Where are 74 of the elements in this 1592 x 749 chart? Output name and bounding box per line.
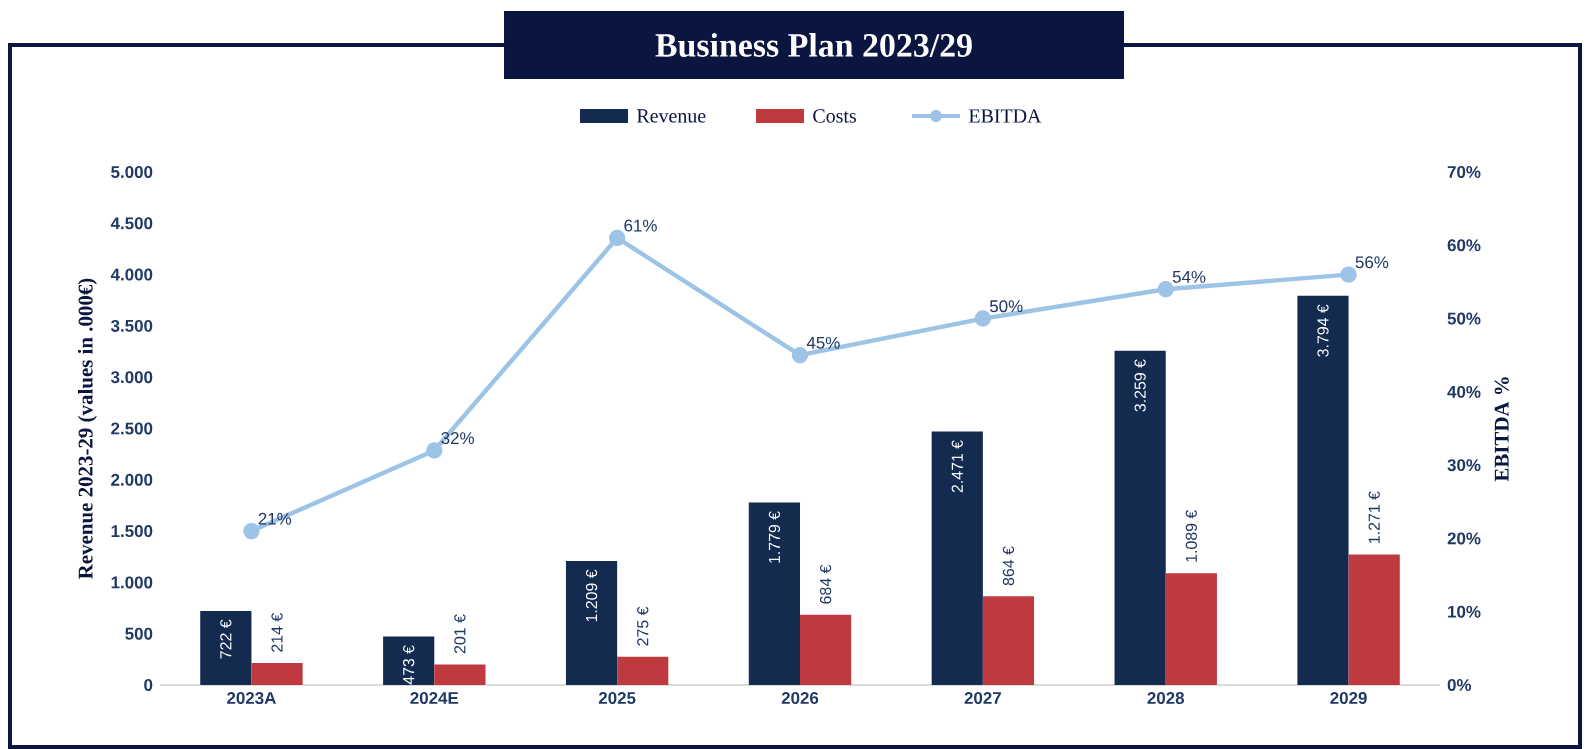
bar bbox=[1297, 295, 1349, 685]
y-tick-label: 5.000 bbox=[111, 166, 153, 178]
data-label: 1.209 € bbox=[585, 569, 598, 622]
x-tick-label: 2025 bbox=[598, 692, 636, 705]
x-tick-label: 2023A bbox=[227, 692, 276, 705]
point bbox=[426, 442, 443, 459]
data-label: 56% bbox=[1355, 256, 1389, 269]
data-label: 61% bbox=[624, 219, 657, 232]
y-tick-label: 1.500 bbox=[111, 525, 153, 538]
point bbox=[243, 522, 260, 540]
y2-tick-label: 50% bbox=[1447, 312, 1481, 325]
y-tick-label: 0 bbox=[144, 679, 153, 691]
y-axis-title: Revenue 2023-29 (values in .000€) bbox=[77, 278, 97, 579]
bar bbox=[800, 614, 852, 685]
chart-title: Business Plan 2023/29 bbox=[655, 33, 972, 57]
data-label: 50% bbox=[989, 300, 1023, 313]
bar bbox=[931, 431, 983, 685]
data-label: 45% bbox=[806, 336, 840, 349]
bar bbox=[200, 610, 252, 685]
data-label: 1.089 € bbox=[1185, 509, 1197, 562]
data-label: 1.271 € bbox=[1368, 491, 1380, 543]
data-label: 3.794 € bbox=[1317, 304, 1329, 357]
legend-label: Costs bbox=[813, 109, 856, 123]
point bbox=[791, 347, 809, 364]
data-label: 2.471 € bbox=[951, 440, 963, 493]
data-label: 1.779 € bbox=[768, 511, 781, 563]
bar bbox=[434, 664, 486, 685]
y-tick-label: 500 bbox=[125, 627, 153, 640]
data-label: 864 € bbox=[1002, 546, 1015, 586]
y2-tick-label: 0% bbox=[1447, 679, 1472, 691]
bar bbox=[565, 560, 618, 685]
y2-axis-title: EBITDA % bbox=[1494, 377, 1509, 482]
data-label: 684 € bbox=[819, 564, 832, 604]
bar bbox=[251, 663, 303, 685]
legend-label: Revenue bbox=[636, 109, 706, 123]
data-label: 201 € bbox=[454, 614, 466, 654]
point bbox=[1340, 266, 1357, 283]
y2-tick-label: 40% bbox=[1447, 385, 1481, 398]
x-tick-label: 2024E bbox=[410, 692, 459, 705]
data-label: 722 € bbox=[220, 619, 232, 659]
data-label: 32% bbox=[441, 432, 474, 445]
bar bbox=[748, 502, 801, 685]
y2-tick-label: 70% bbox=[1447, 166, 1481, 178]
data-label: 473 € bbox=[403, 645, 415, 685]
y-tick-label: 4.000 bbox=[110, 268, 153, 281]
y-tick-label: 4.500 bbox=[110, 217, 153, 230]
y-tick-label: 3.500 bbox=[110, 319, 153, 332]
y2-tick-label: 30% bbox=[1447, 459, 1481, 472]
legend-label: EBITDA bbox=[968, 109, 1042, 123]
data-label: 54% bbox=[1172, 270, 1206, 283]
data-label: 275 € bbox=[637, 606, 649, 646]
y2-tick-label: 20% bbox=[1447, 532, 1481, 545]
data-label: 3.259 € bbox=[1134, 359, 1146, 412]
point bbox=[608, 229, 626, 247]
x-tick-label: 2028 bbox=[1147, 692, 1185, 705]
bar bbox=[1165, 573, 1217, 685]
x-tick-label: 2026 bbox=[781, 692, 819, 705]
y-tick-label: 3.000 bbox=[110, 371, 153, 384]
y-tick-label: 2.000 bbox=[111, 473, 153, 486]
y-tick-label: 2.500 bbox=[111, 422, 153, 435]
data-label: 214 € bbox=[271, 613, 283, 652]
point bbox=[1157, 281, 1174, 298]
data-label: 21% bbox=[258, 512, 292, 525]
bar bbox=[1348, 554, 1400, 685]
bar bbox=[982, 596, 1035, 685]
x-tick-label: 2029 bbox=[1330, 692, 1367, 705]
point bbox=[974, 310, 992, 327]
y2-tick-label: 10% bbox=[1448, 605, 1481, 618]
y-tick-label: 1.000 bbox=[111, 576, 153, 589]
x-tick-label: 2027 bbox=[964, 692, 1001, 705]
y2-tick-label: 60% bbox=[1447, 239, 1481, 252]
bar bbox=[1114, 350, 1166, 685]
bar bbox=[383, 636, 435, 685]
bar bbox=[617, 656, 669, 685]
